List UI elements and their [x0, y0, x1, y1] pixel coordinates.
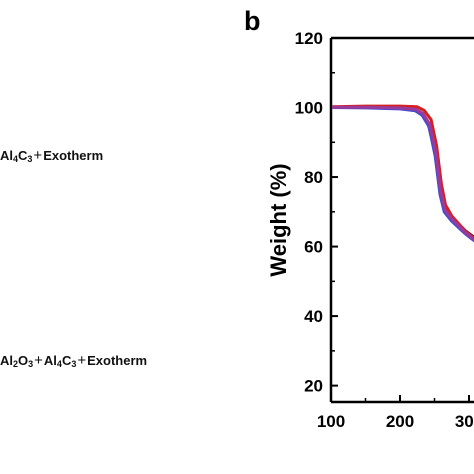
- y-tick-label-40: 40: [304, 307, 323, 326]
- series-line-3: [332, 106, 474, 243]
- y-tick-label-60: 60: [304, 238, 323, 257]
- y-tick-label-20: 20: [304, 377, 323, 396]
- x-tick-label-200: 200: [386, 412, 414, 431]
- y-tick-label-120: 120: [295, 29, 323, 48]
- reaction-label-1: Al4C3+Exotherm: [0, 147, 104, 164]
- y-tick-label-80: 80: [304, 168, 323, 187]
- series-line-4: [332, 105, 474, 242]
- reaction-label-2: Al2O3+Al4C3+Exotherm: [0, 352, 148, 369]
- panel-label: b: [244, 6, 261, 36]
- y-axis-title: Weight (%): [266, 163, 291, 276]
- x-tick-label-300: 300: [455, 412, 474, 431]
- y-tick-label-100: 100: [295, 99, 323, 118]
- x-tick-label-100: 100: [317, 412, 345, 431]
